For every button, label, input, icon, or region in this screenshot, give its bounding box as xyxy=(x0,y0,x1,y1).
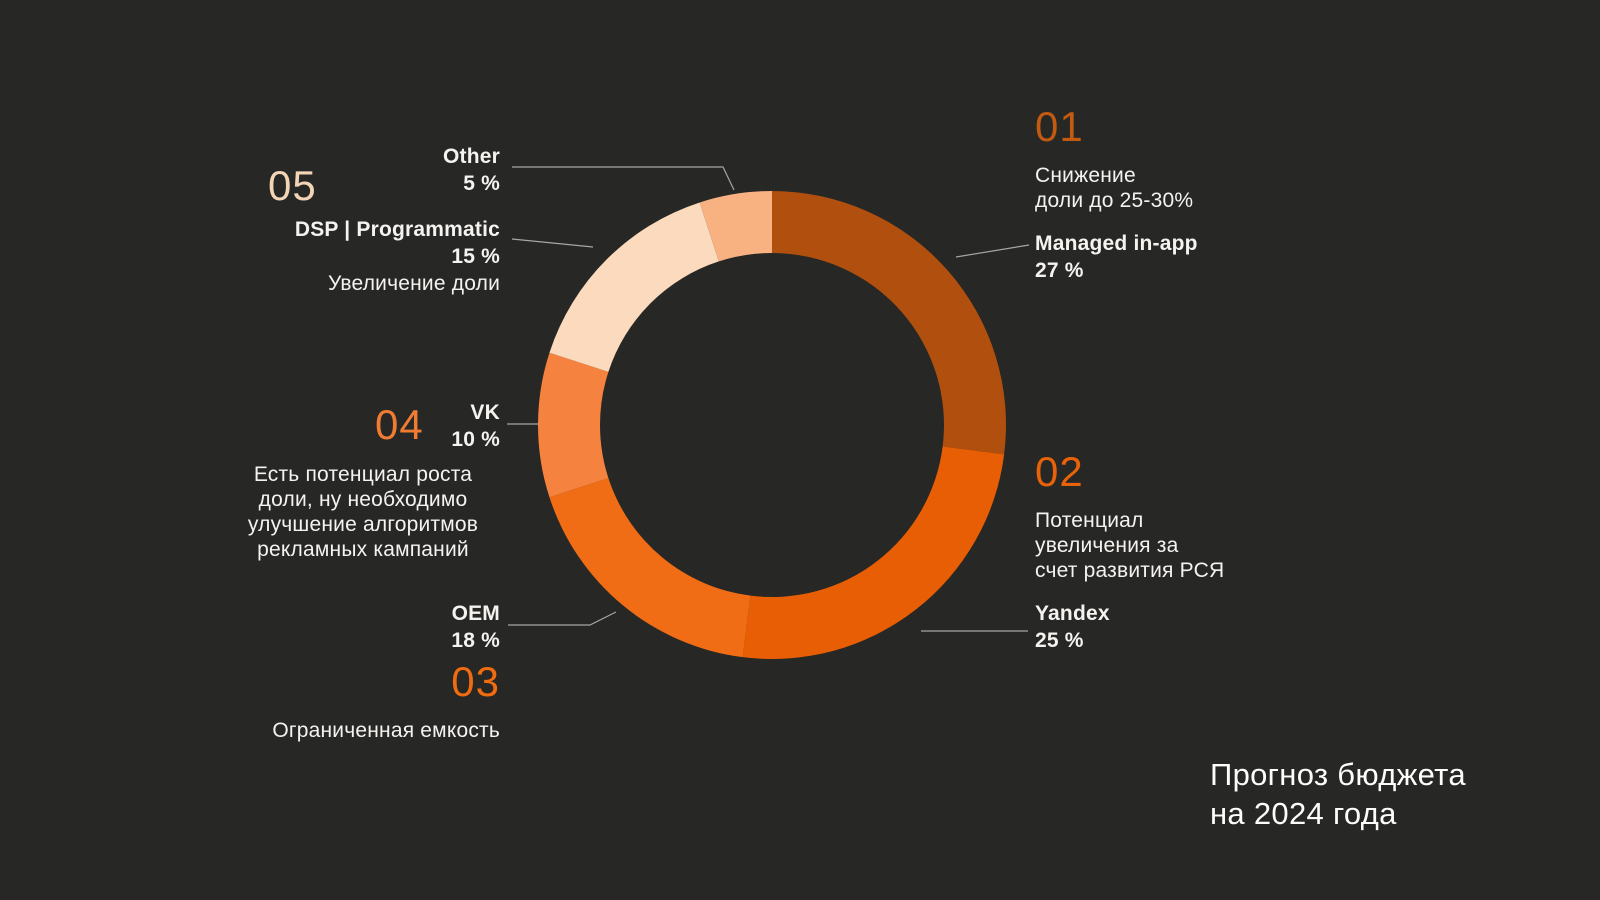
segment-pct-yandex: 25 % xyxy=(1035,629,1084,652)
slide-title-line: на 2024 года xyxy=(1210,796,1397,831)
donut-segment-other xyxy=(699,191,772,262)
donut-segment-managed-in-app xyxy=(772,191,1006,455)
donut-segment-oem xyxy=(549,478,751,658)
note-line: Потенциал xyxy=(1035,509,1144,532)
segment-pct-vk: 10 % xyxy=(451,428,500,451)
note-line: счет развития РСЯ xyxy=(1035,559,1225,582)
donut-segment-vk xyxy=(537,352,609,498)
annotation-01-number: 01 xyxy=(1035,103,1084,150)
leader-lines xyxy=(507,166,1030,632)
annotation-02-note: Потенциал увеличения за счет развития РС… xyxy=(1035,508,1224,583)
annotation-01: 01 Снижение доли до 25-30% Managed in-ap… xyxy=(1035,105,1198,284)
annotation-05-number: 05 xyxy=(268,162,317,209)
leader-line-other xyxy=(512,166,735,191)
segment-label-vk: VK 10 % xyxy=(451,399,500,453)
segment-name-dsp-programmatic: DSP | Programmatic xyxy=(294,218,500,241)
donut-segment-dsp-programmatic xyxy=(549,202,719,372)
slide-title: Прогноз бюджета на 2024 года xyxy=(1210,755,1466,833)
segment-name-other: Other xyxy=(442,145,500,168)
segment-label-managed-in-app: Managed in-app 27 % xyxy=(1035,230,1198,284)
donut-segment-yandex xyxy=(742,446,1005,659)
donut-segments xyxy=(537,191,1006,659)
note-line: рекламных кампаний xyxy=(257,538,469,561)
segment-pct-managed-in-app: 27 % xyxy=(1035,259,1084,282)
segment-pct-other: 5 % xyxy=(463,172,500,195)
leader-line-managed-in-app xyxy=(955,244,1030,258)
note-line: увеличения за xyxy=(1035,534,1179,557)
annotation-03-note: Ограниченная емкость xyxy=(272,719,500,742)
note-line: Снижение xyxy=(1035,164,1136,187)
annotation-05: DSP | Programmatic 15 % Увеличение доли xyxy=(295,216,500,297)
note-line: Есть потенциал роста xyxy=(253,463,473,486)
segment-label-oem: OEM 18 % xyxy=(451,600,500,654)
leader-line-dsp-programmatic xyxy=(511,238,594,248)
annotation-04-note: Есть потенциал роста доли, ну необходимо… xyxy=(222,462,504,562)
leader-line-oem xyxy=(508,611,617,626)
segment-name-vk: VK xyxy=(470,401,500,424)
annotation-02-number: 02 xyxy=(1035,448,1084,495)
segment-label-other: Other 5 % xyxy=(443,143,500,197)
segment-name-yandex: Yandex xyxy=(1035,602,1110,625)
note-line: улучшение алгоритмов xyxy=(247,513,479,536)
annotation-03-number: 03 xyxy=(451,658,500,705)
segment-pct-oem: 18 % xyxy=(451,629,500,652)
note-line: доли до 25-30% xyxy=(1035,189,1194,212)
annotation-02: 02 Потенциал увеличения за счет развития… xyxy=(1035,450,1224,654)
segment-name-managed-in-app: Managed in-app xyxy=(1035,232,1198,255)
annotation-04-number: 04 xyxy=(375,401,424,448)
segment-label-yandex: Yandex 25 % xyxy=(1035,600,1224,654)
note-line: доли, ну необходимо xyxy=(258,488,468,511)
annotation-05-note: Увеличение доли xyxy=(328,272,500,295)
segment-name-oem: OEM xyxy=(451,602,500,625)
slide-title-line: Прогноз бюджета xyxy=(1210,757,1466,792)
segment-pct-dsp-programmatic: 15 % xyxy=(451,245,500,268)
annotation-01-note: Снижение доли до 25-30% xyxy=(1035,163,1198,213)
